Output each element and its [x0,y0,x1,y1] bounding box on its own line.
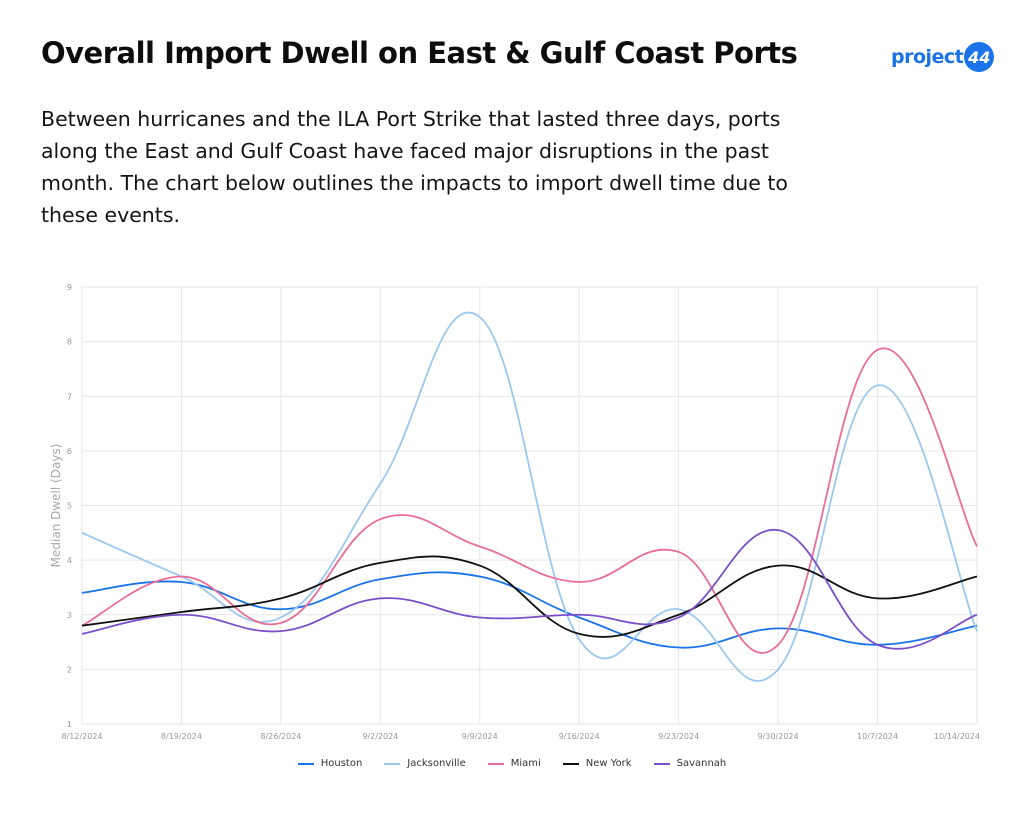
logo-badge: 44 [964,42,995,72]
series-line-savannah [81,529,978,650]
series-line-miami [81,347,978,654]
y-tick-label: 6 [67,447,72,456]
legend-swatch [487,762,504,765]
chart-legend: Houston Jacksonville Miami New York Savannah [0,758,1024,769]
legend-swatch [562,762,579,765]
legend-label: Savannah [676,758,727,769]
y-tick-label: 3 [67,611,72,620]
chart-description: Between hurricanes and the ILA Port Stri… [41,107,788,227]
x-tick-label: 9/9/2024 [462,732,498,741]
y-tick-label: 9 [67,283,72,292]
y-tick-label: 4 [67,556,72,565]
legend-swatch [653,762,670,765]
project44-logo: project 44 [891,40,995,74]
logo-text: project [891,46,964,68]
axis-layer: 1 2 3 4 5 6 7 8 9 8/12/2024 8/19/2024 8/26/2024 9/2/… [49,283,980,741]
y-tick-label: 1 [67,720,72,729]
x-tick-label: 9/30/2024 [758,732,799,741]
legend-label: Jacksonville [407,758,466,769]
legend-item-miami: Miami [487,758,541,769]
legend-label: Houston [320,758,363,769]
legend-swatch [384,762,401,765]
legend-swatch [297,762,314,765]
grid-layer [81,286,978,725]
y-tick-label: 7 [67,392,72,401]
x-tick-label: 9/16/2024 [559,732,600,741]
x-tick-label: 10/14/2024 [934,732,980,741]
legend-item-jacksonville: Jacksonville [384,758,466,769]
series-line-jacksonville [81,311,978,682]
legend-label: Miami [510,758,541,769]
x-tick-label: 9/23/2024 [658,732,699,741]
legend-item-savannah: Savannah [653,758,727,769]
x-tick-label: 10/7/2024 [857,732,898,741]
x-tick-label: 8/12/2024 [61,732,102,741]
x-tick-label: 8/26/2024 [260,732,301,741]
series-line-houston [81,571,978,649]
x-tick-label: 8/19/2024 [161,732,202,741]
legend-label: New York [585,758,632,769]
chart-title: Overall Import Dwell on East & Gulf Coas… [41,36,798,70]
y-tick-label: 5 [67,502,72,511]
line-chart: 1 2 3 4 5 6 7 8 9 8/12/2024 8/19/2024 8/26/2024 9/2/… [49,283,980,741]
series-layer [81,311,978,682]
legend-item-new-york: New York [562,758,632,769]
y-tick-label: 2 [67,665,72,674]
x-tick-label: 9/2/2024 [362,732,398,741]
y-tick-label: 8 [67,338,72,347]
legend-item-houston: Houston [297,758,363,769]
y-axis-label: Median Dwell (Days) [49,444,63,568]
